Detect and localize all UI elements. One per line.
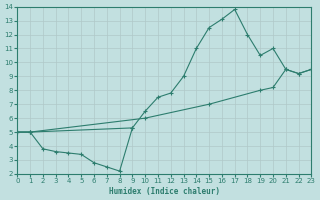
- X-axis label: Humidex (Indice chaleur): Humidex (Indice chaleur): [109, 187, 220, 196]
